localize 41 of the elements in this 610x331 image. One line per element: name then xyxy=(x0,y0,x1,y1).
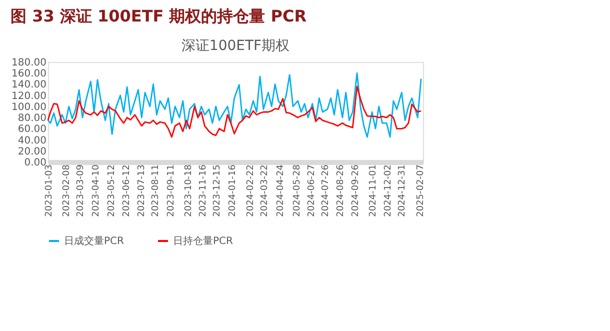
x-tick-label: 2023-12-15 xyxy=(212,164,222,217)
x-tick-label: 2023-09-11 xyxy=(166,164,176,217)
legend-label: 日成交量PCR xyxy=(64,235,124,247)
x-tick-label: 2023-06-12 xyxy=(122,164,132,217)
x-tick-label: 2024-11-01 xyxy=(368,164,379,217)
x-tick-label: 2023-05-12 xyxy=(107,164,118,217)
y-tick-label: 40.00 xyxy=(18,135,46,146)
x-tick-label: 2024-12-02 xyxy=(384,164,394,217)
x-tick-label: 2023-07-13 xyxy=(137,164,148,217)
x-tick-label: 2024-02-22 xyxy=(246,164,256,217)
x-tick-label: 2023-04-10 xyxy=(92,164,102,217)
x-tick-label: 2024-01-16 xyxy=(228,164,238,217)
y-tick-label: 160.00 xyxy=(12,68,46,80)
x-tick-label: 2024-06-27 xyxy=(306,164,317,217)
x-tick-label: 2023-10-18 xyxy=(184,164,194,217)
chart-title: 图 33 深证 100ETF 期权的持仓量 PCR xyxy=(10,6,307,26)
x-tick-label: 2024-05-28 xyxy=(292,164,302,217)
line-series xyxy=(47,72,422,138)
y-tick-label: 0.00 xyxy=(24,158,46,168)
y-tick-label: 100.00 xyxy=(12,102,46,113)
y-tick-label: 80.00 xyxy=(18,113,46,124)
x-tick-label: 2023-01-03 xyxy=(44,164,54,217)
x-tick-label: 2024-12-31 xyxy=(398,164,408,217)
x-tick-label: 2024-08-26 xyxy=(336,164,346,217)
line-series xyxy=(47,86,422,138)
y-tick-label: 140.00 xyxy=(12,80,46,91)
y-tick-label: 60.00 xyxy=(18,124,46,136)
chart-subtitle: 深证100ETF期权 xyxy=(181,38,290,54)
x-tick-label: 2025-02-07 xyxy=(416,164,426,217)
x-tick-label: 2024-03-22 xyxy=(260,164,270,217)
x-tick-label: 2024-09-26 xyxy=(351,164,362,217)
x-tick-label: 2023-02-08 xyxy=(62,164,72,217)
y-tick-label: 120.00 xyxy=(12,90,46,102)
x-tick-label: 2023-08-11 xyxy=(151,164,162,217)
x-tick-label: 2023-11-16 xyxy=(198,164,208,217)
x-tick-label: 2024-07-26 xyxy=(321,164,332,217)
x-tick-label: 2023-03-09 xyxy=(76,164,86,217)
y-tick-label: 180.00 xyxy=(12,58,46,68)
y-tick-label: 20.00 xyxy=(18,146,46,158)
legend-label: 日持仓量PCR xyxy=(173,235,234,247)
x-tick-label: 2024-04-24 xyxy=(276,164,286,217)
